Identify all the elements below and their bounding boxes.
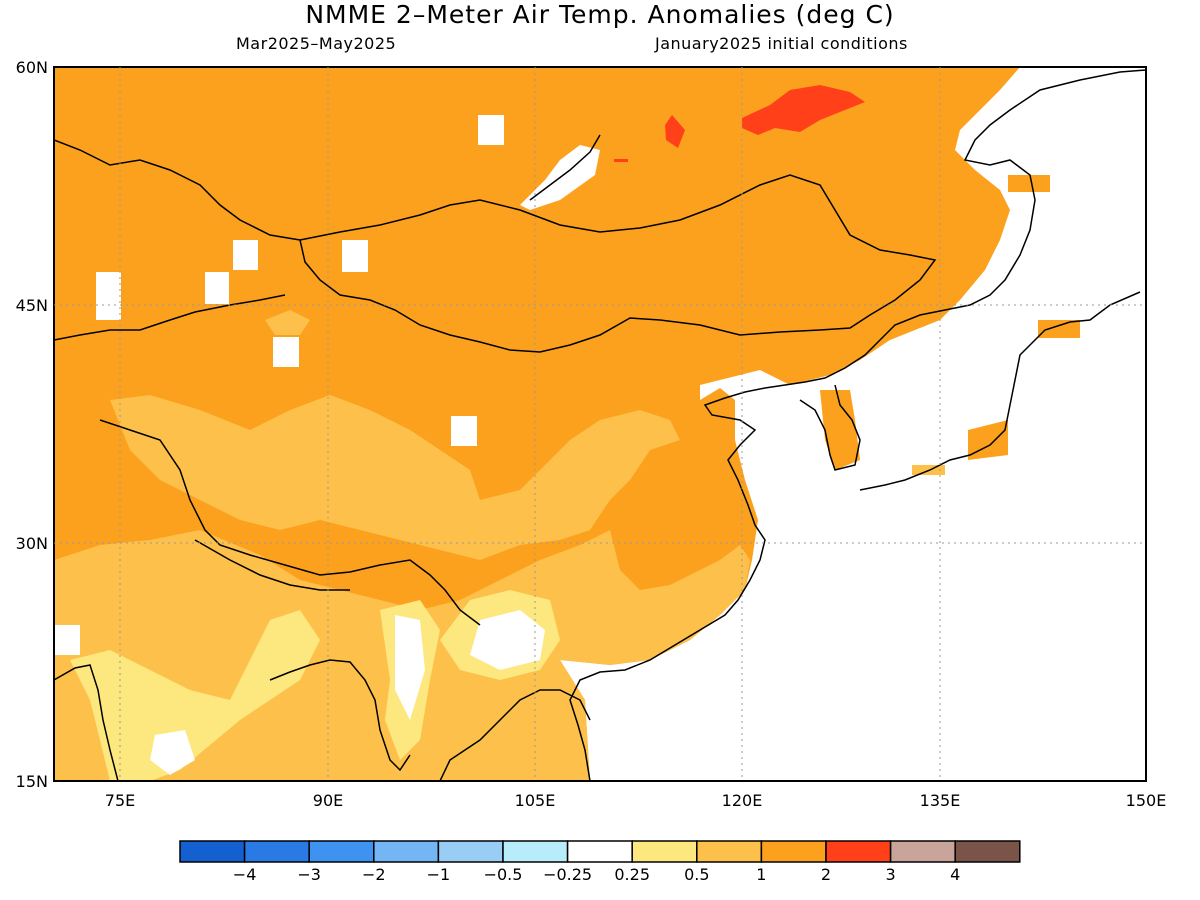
- border-kazakhstan: [54, 139, 301, 241]
- legend-label: 0.5: [684, 865, 709, 884]
- anomaly-cell-white-3: [205, 272, 229, 304]
- coastline-japan: [859, 291, 1141, 491]
- lon-label: 135E: [920, 791, 961, 810]
- lake-baikal: [529, 134, 601, 201]
- anomaly-cell-white-7: [451, 416, 477, 446]
- coastline-bay-of-bengal: [269, 659, 411, 772]
- coastlines-and-borders: [54, 69, 1146, 781]
- legend-label: 1: [756, 865, 766, 884]
- legend-label: −4: [233, 865, 257, 884]
- lon-label: 105E: [515, 791, 556, 810]
- lat-label: 15N: [16, 772, 48, 791]
- coastline-east-asia: [569, 69, 1146, 781]
- anomaly-patch-sakhalin: [1008, 175, 1050, 192]
- lat-axis-labels: 60N 45N 30N 15N: [16, 58, 48, 791]
- map-title: NMME 2–Meter Air Temp. Anomalies (deg C): [305, 0, 895, 29]
- legend-label: −1: [427, 865, 451, 884]
- legend-swatch: [308, 840, 375, 863]
- anomaly-region-light-orange-central: [110, 395, 680, 560]
- legend-label: 0.25: [614, 865, 650, 884]
- anomaly-patch-korea: [820, 390, 860, 470]
- anomaly-field: [54, 67, 1146, 781]
- legend-swatch: [566, 840, 633, 863]
- legend-swatch: [696, 840, 763, 863]
- anomaly-region-red-2: [665, 115, 685, 148]
- lon-label: 120E: [722, 791, 763, 810]
- legend-label: 3: [886, 865, 896, 884]
- map-frame: [53, 66, 1147, 782]
- anomaly-cell-white-4: [233, 240, 258, 270]
- anomaly-region-white-burma: [395, 615, 425, 720]
- legend-label: 4: [950, 865, 960, 884]
- lon-label: 150E: [1126, 791, 1167, 810]
- legend-swatch: [373, 840, 440, 863]
- legend-swatch: [760, 840, 827, 863]
- legend-swatch: [954, 840, 1021, 863]
- coastline-indochina: [439, 689, 591, 781]
- anomaly-cell-white-8: [478, 115, 504, 145]
- lat-label: 60N: [16, 58, 48, 77]
- border-china-west: [54, 294, 286, 341]
- lon-label: 90E: [313, 791, 343, 810]
- lat-label: 30N: [16, 534, 48, 553]
- anomaly-region-white-india: [150, 730, 195, 775]
- border-tibet: [99, 419, 481, 626]
- anomaly-patch-japan: [968, 420, 1008, 460]
- lat-label: 45N: [16, 296, 48, 315]
- coastline-india: [54, 664, 119, 781]
- anomaly-region-light-orange-north: [265, 310, 310, 335]
- legend-swatch: [437, 840, 504, 863]
- anomaly-cell-white-2: [96, 272, 121, 320]
- border-mongolia: [299, 174, 937, 353]
- legend-swatch: [179, 840, 246, 863]
- initial-conditions: January2025 initial conditions: [655, 34, 908, 53]
- anomaly-patch-hokkaido: [1038, 320, 1080, 338]
- legend-label: −3: [297, 865, 321, 884]
- anomaly-region-red-3: [614, 159, 628, 162]
- anomaly-cell-white-5: [342, 240, 368, 272]
- lon-axis-labels: 75E 90E 105E 120E 135E 150E: [105, 791, 1167, 810]
- legend-swatch: [243, 840, 310, 863]
- legend-label: 2: [821, 865, 831, 884]
- anomaly-cell-white-6: [273, 337, 299, 367]
- lon-label: 75E: [105, 791, 135, 810]
- legend-swatch: [825, 840, 892, 863]
- legend-label: −0.5: [484, 865, 523, 884]
- legend-label: −2: [362, 865, 386, 884]
- legend-label: −0.25: [543, 865, 592, 884]
- anomaly-region-white-indochina: [470, 610, 545, 670]
- anomaly-region-yellow: [70, 610, 320, 781]
- legend-swatch: [631, 840, 698, 863]
- anomaly-cell-white-1: [54, 625, 80, 655]
- color-legend: −4 −3 −2 −1 −0.5 −0.25 0.25 0.5 1 2 3 4: [179, 840, 1021, 884]
- coastline-korea: [799, 384, 861, 471]
- border-himalaya: [194, 539, 350, 591]
- legend-swatch: [502, 840, 569, 863]
- forecast-period: Mar2025–May2025: [236, 34, 397, 53]
- anomaly-region-red-1: [742, 85, 865, 135]
- legend-swatch: [889, 840, 956, 863]
- gridlines: [54, 67, 1146, 781]
